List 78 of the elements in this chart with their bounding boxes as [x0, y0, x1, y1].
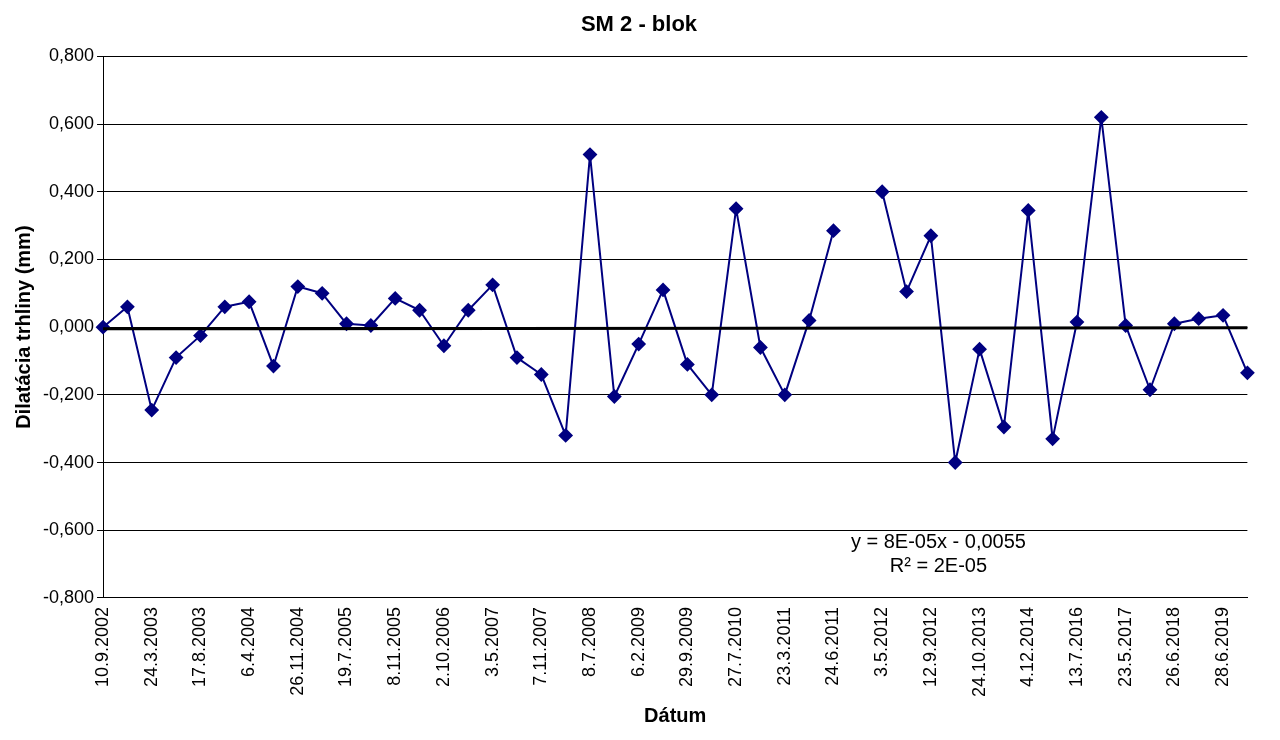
x-tick-label: 24.3.2003	[140, 606, 161, 687]
point	[169, 350, 184, 365]
annotation: y = 8E-05x - 0,0055 R² = 2E-05	[850, 530, 1026, 577]
x-tick-label: 13.7.2016	[1065, 606, 1086, 687]
x-tick-label: 23.5.2017	[1114, 606, 1135, 687]
y-tick-label: -0,200	[42, 383, 95, 404]
x-tick-label: 24.6.2011	[822, 606, 843, 686]
x-tick-label: 29.9.2009	[676, 606, 697, 687]
point	[631, 337, 646, 352]
point	[1216, 308, 1231, 323]
y-tick-label: 0,600	[48, 113, 95, 134]
x-tick-label: 7.11.2007	[530, 606, 551, 686]
point	[144, 403, 159, 418]
x-axis-title: Dátum	[644, 703, 707, 726]
point	[412, 303, 427, 318]
point	[461, 303, 476, 318]
point	[1240, 365, 1255, 380]
x-tick-label: 3.5.2007	[481, 606, 502, 677]
x-tick-label: 6.2.2009	[627, 606, 648, 677]
y-axis-title: Dilatácia trhliny (mm)	[11, 225, 34, 429]
x-tick-label: 24.10.2013	[968, 606, 989, 698]
x-tick-label: 10.9.2002	[92, 606, 113, 687]
point	[217, 299, 232, 314]
point	[242, 294, 257, 309]
point	[485, 277, 500, 292]
x-tick-label: 8.11.2005	[384, 606, 405, 686]
point	[826, 223, 841, 238]
point	[607, 389, 622, 404]
point	[1143, 382, 1158, 397]
point	[972, 342, 987, 357]
chart-title: SM 2 - blok	[580, 11, 698, 37]
y-tick-label: 0,800	[48, 45, 95, 66]
point	[193, 328, 208, 343]
y-tick-label: -0,600	[42, 519, 95, 540]
x-tick-label: 8.7.2008	[578, 606, 599, 677]
point	[729, 201, 744, 216]
x-tick-label: 26.11.2004	[286, 606, 307, 696]
x-tick-label: 3.5.2012	[871, 606, 892, 677]
x-tick-label: 23.3.2011	[773, 606, 794, 686]
point	[1094, 110, 1109, 125]
x-tick-label: 27.7.2010	[725, 606, 746, 687]
point	[680, 357, 695, 372]
point	[509, 350, 524, 365]
point	[802, 313, 817, 328]
y-tick-label: -0,400	[42, 451, 95, 472]
point	[1045, 431, 1060, 446]
y-tick-label: 0,400	[48, 180, 95, 201]
y-tick-label: 0,200	[48, 248, 95, 269]
x-tick-label: 6.4.2004	[238, 606, 259, 677]
point	[436, 338, 451, 353]
point	[120, 299, 135, 314]
point	[1191, 311, 1206, 326]
point	[656, 282, 671, 297]
point	[558, 428, 573, 443]
point	[704, 387, 719, 402]
x-tick-label: 19.7.2005	[335, 606, 356, 687]
point	[290, 279, 305, 294]
point	[899, 284, 914, 299]
point	[948, 455, 963, 470]
x-tick-label: 17.8.2003	[189, 606, 210, 687]
point	[753, 340, 768, 355]
point	[388, 291, 403, 306]
y-tick-label: -0,800	[42, 586, 95, 607]
point	[777, 387, 792, 402]
x-tick-label: 26.6.2018	[1163, 606, 1184, 687]
point	[1021, 203, 1036, 218]
x-tick-label: 4.12.2014	[1017, 606, 1038, 687]
x-tick-label: 2.10.2006	[432, 606, 453, 687]
point	[266, 359, 281, 374]
point	[923, 228, 938, 243]
point	[875, 184, 890, 199]
point	[996, 420, 1011, 434]
point	[315, 286, 330, 301]
point	[534, 367, 549, 382]
x-tick-label: 28.6.2019	[1212, 606, 1233, 687]
y-tick-label: 0,000	[48, 316, 95, 337]
point	[583, 147, 597, 162]
x-tick-label: 12.9.2012	[919, 606, 940, 687]
